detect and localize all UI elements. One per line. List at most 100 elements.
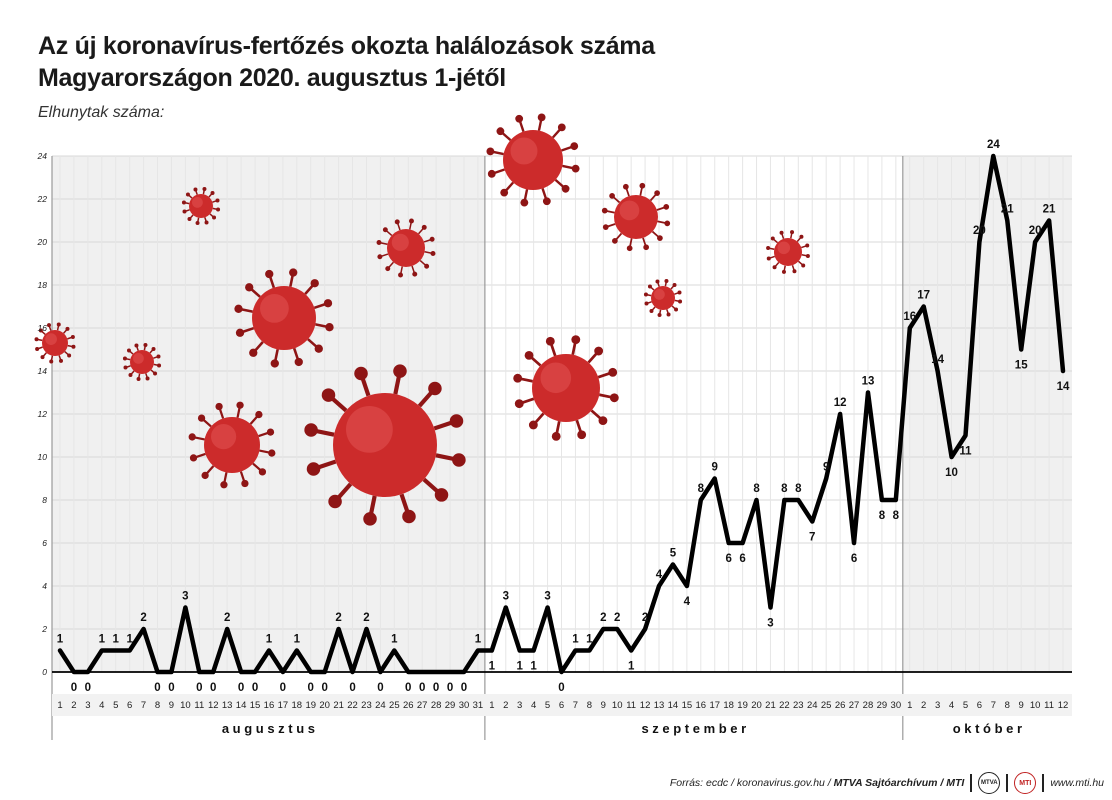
virus-spike-tip xyxy=(487,169,496,178)
virus-spike-tip xyxy=(805,254,810,259)
virus-spike-tip xyxy=(434,488,449,502)
virus-spike-tip xyxy=(58,358,63,363)
virus-spike-tip xyxy=(241,479,249,488)
data-label: 2 xyxy=(614,612,620,624)
virus-spike-tip xyxy=(193,187,198,192)
virus-spike-tip xyxy=(201,471,209,480)
x-tick-label: 23 xyxy=(793,700,804,711)
virus-spike-tip xyxy=(128,373,133,378)
virus-spike-tip xyxy=(210,190,215,195)
x-tick-label: 7 xyxy=(991,700,996,711)
virus-spike-tip xyxy=(35,346,40,351)
data-label: 1 xyxy=(57,634,64,646)
x-tick-label: 19 xyxy=(737,700,748,711)
virus-spike-tip xyxy=(294,357,303,367)
data-label: 1 xyxy=(113,634,120,646)
virus-spike-tip xyxy=(571,335,581,345)
data-label: 1 xyxy=(628,661,635,673)
virus-spike-tip xyxy=(805,243,810,248)
data-label: 21 xyxy=(1001,204,1014,216)
y-tick-label: 16 xyxy=(38,323,48,333)
y-tick-label: 4 xyxy=(42,581,47,591)
data-label: 0 xyxy=(71,682,77,694)
virus-spike-tip xyxy=(766,256,771,261)
virus-spike-tip xyxy=(136,377,141,382)
data-label: 8 xyxy=(879,510,886,522)
month-label: s z e p t e m b e r xyxy=(641,721,746,736)
data-label: 14 xyxy=(1057,381,1070,393)
virus-highlight xyxy=(510,137,538,165)
virus-spike-tip xyxy=(612,238,618,244)
virus-spike-tip xyxy=(236,401,244,409)
data-label: 8 xyxy=(753,483,760,495)
data-label: 2 xyxy=(363,612,369,624)
virus-icon xyxy=(122,342,162,382)
data-label: 1 xyxy=(489,661,496,673)
x-tick-label: 4 xyxy=(531,700,536,711)
virus-spike-tip xyxy=(156,354,161,359)
data-series xyxy=(57,153,1066,675)
data-label: 1 xyxy=(391,634,398,646)
virus-highlight xyxy=(777,241,791,255)
virus-spike-tip xyxy=(801,263,806,268)
virus-highlight xyxy=(192,197,203,208)
virus-spike-tip xyxy=(486,147,495,156)
data-label: 8 xyxy=(893,510,900,522)
x-tick-label: 4 xyxy=(99,700,104,711)
x-tick-label: 6 xyxy=(559,700,564,711)
month-label: a u g u s z t u s xyxy=(222,721,315,736)
x-tick-label: 10 xyxy=(1030,700,1041,711)
data-label: 1 xyxy=(99,634,106,646)
virus-icon xyxy=(601,182,671,252)
x-tick-label: 29 xyxy=(445,700,456,711)
x-tick-label: 18 xyxy=(292,700,303,711)
virus-spike-tip xyxy=(151,346,156,351)
virus-icon xyxy=(643,278,683,318)
virus-spike-tip xyxy=(321,388,336,402)
x-tick-label: 4 xyxy=(949,700,954,711)
data-label: 0 xyxy=(461,682,467,694)
virus-spike-tip xyxy=(639,182,646,189)
virus-spike-tip xyxy=(657,235,663,241)
virus-spike-tip xyxy=(122,356,127,361)
virus-spike-tip xyxy=(496,127,505,136)
virus-spike-tip xyxy=(325,323,334,332)
virus-spike-tip xyxy=(622,183,629,190)
divider xyxy=(1006,774,1009,792)
source-list: Forrás: ecdc / koronavirus.gov.hu / xyxy=(669,777,834,789)
virus-spike-tip xyxy=(792,269,797,274)
x-tick-label: 30 xyxy=(891,700,902,711)
x-tick-label: 25 xyxy=(821,700,832,711)
virus-spike-tip xyxy=(268,449,276,457)
virus-spike-tip xyxy=(310,279,319,288)
website-link[interactable]: www.mti.hu xyxy=(1050,777,1104,789)
credit-text: MTVA Sajtóarchívum / MTI xyxy=(833,777,965,789)
virus-spike-tip xyxy=(398,272,403,278)
x-tick-label: 19 xyxy=(305,700,316,711)
virus-spike-tip xyxy=(772,265,777,270)
virus-highlight xyxy=(211,424,237,450)
virus-spike-tip xyxy=(314,344,323,353)
x-tick-label: 21 xyxy=(765,700,776,711)
virus-spike-tip xyxy=(643,292,648,297)
data-label: 6 xyxy=(725,553,731,565)
data-label: 0 xyxy=(349,682,355,694)
virus-spike-tip xyxy=(643,244,650,251)
x-tick-label: 1 xyxy=(907,700,912,711)
virus-spike-tip xyxy=(602,224,609,231)
x-tick-label: 28 xyxy=(431,700,442,711)
virus-spike-tip xyxy=(49,359,54,364)
x-tick-label: 10 xyxy=(180,700,191,711)
virus-spike-tip xyxy=(570,142,579,151)
virus-spike-tip xyxy=(781,269,786,274)
x-tick-label: 6 xyxy=(127,700,132,711)
data-label: 8 xyxy=(795,483,802,495)
virus-spike-tip xyxy=(766,245,771,250)
x-tick-label: 20 xyxy=(319,700,330,711)
virus-spike-tip xyxy=(328,494,342,509)
data-label: 6 xyxy=(851,553,857,565)
virus-spike-tip xyxy=(542,197,551,206)
virus-spike-tip xyxy=(594,346,604,356)
virus-highlight xyxy=(391,233,409,251)
